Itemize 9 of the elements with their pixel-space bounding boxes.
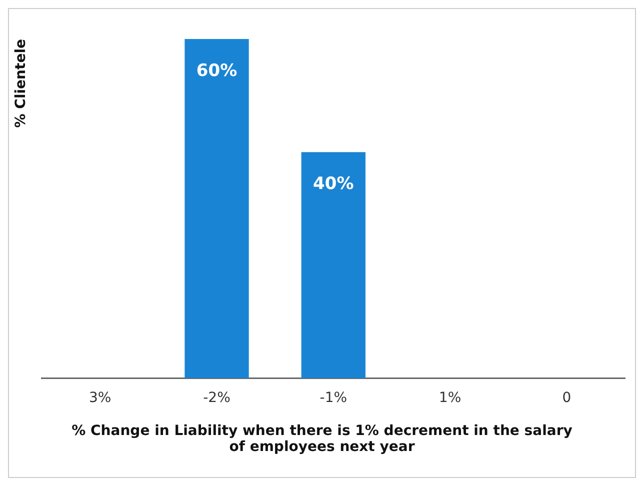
x-tick-label: 3% [89,390,112,406]
x-tick-label: 1% [438,390,462,406]
x-tick-label: -2% [203,390,230,406]
y-axis-title: % Clientele [13,39,30,128]
x-tick-label: -1% [320,390,348,406]
data-label: 60% [196,60,238,81]
data-label: 40% [313,174,354,194]
x-tick-label: 0 [562,390,572,406]
x-axis-title: % Change in Liability when there is 1% decrement in the salary of employees next year [70,423,574,455]
